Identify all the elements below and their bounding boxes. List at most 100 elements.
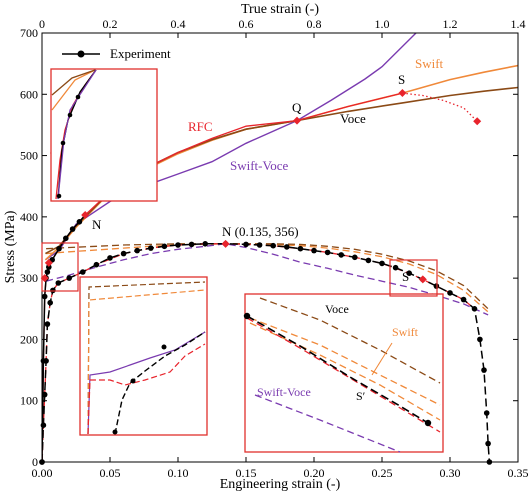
label-n-eng: N (0.135, 356) — [222, 224, 299, 239]
y-axis-label: Stress (MPa) — [3, 210, 18, 283]
y-tick-label: 300 — [20, 271, 38, 285]
inset3-swift-line — [249, 317, 441, 406]
y-tick-label: 200 — [20, 332, 38, 346]
label-s-prime: S′ — [402, 269, 412, 284]
x2-tick-label: 0.6 — [239, 17, 254, 31]
marker-yield-2 — [44, 258, 53, 267]
x-tick-label: 0.35 — [508, 466, 529, 480]
x2-tick-label: 1.4 — [511, 17, 526, 31]
eng-experiment-point — [161, 243, 168, 250]
eng-experiment-point — [284, 244, 290, 250]
eng-experiment-point — [447, 290, 453, 296]
y-tick-label: 0 — [32, 455, 38, 469]
inset3-experiment-point — [424, 419, 432, 427]
inset3-experiment-point — [243, 312, 251, 320]
eng-experiment-point — [80, 269, 86, 275]
true-experiment-point — [40, 358, 47, 364]
x-tick-label: 0.10 — [168, 466, 189, 480]
legend: Experiment — [62, 46, 171, 61]
eng-experiment-point — [311, 247, 317, 254]
marker-s — [398, 89, 407, 98]
marker-s-end — [473, 117, 482, 126]
x2-tick-label: 0.2 — [103, 17, 118, 31]
legend-experiment-marker — [77, 50, 85, 58]
inset1-voce-line — [51, 69, 96, 96]
label-voce: Voce — [340, 111, 366, 126]
x2-tick-label: 0 — [39, 17, 45, 31]
eng-experiment-point — [483, 410, 490, 416]
true-swift-voce-line — [45, 33, 417, 261]
marker-q — [293, 116, 301, 125]
eng-experiment-point — [175, 242, 181, 248]
inset3-experiment-line — [246, 315, 429, 424]
marks — [39, 89, 493, 465]
inset-label-voce: Voce — [325, 302, 349, 316]
eng-experiment-point — [477, 336, 483, 343]
inset2-experiment-line — [114, 331, 206, 435]
eng-experiment-point — [379, 260, 385, 267]
inset1-experiment-point — [56, 193, 62, 199]
inset2-experiment-point — [161, 344, 167, 350]
axis-ticks: 0.00 0.05 0.10 0.15 0.20 0.25 0.30 0.35 0 0.2 0.4 0… — [20, 17, 529, 480]
eng-swift-voce-line — [45, 243, 489, 316]
label-swift-voce: Swift-Voce — [230, 158, 288, 173]
inset2-swift-line — [87, 289, 206, 435]
eng-experiment-point — [55, 280, 62, 286]
label-rfc: RFC — [188, 119, 213, 134]
inset3-swift-2-line — [249, 322, 441, 421]
marker-n-true — [81, 211, 90, 220]
inset3-rfc-line — [246, 317, 441, 433]
eng-experiment-point — [202, 241, 208, 247]
marker-s-prime — [418, 275, 427, 284]
eng-experiment-point — [481, 367, 487, 373]
eng-experiment-point — [41, 391, 48, 398]
true-experiment-point — [56, 245, 62, 252]
true-experiment-point — [69, 226, 76, 232]
inset-true-strain — [50, 68, 158, 202]
eng-experiment-point — [297, 245, 304, 252]
eng-experiment-point — [93, 261, 100, 268]
true-experiment-point — [46, 264, 52, 270]
inset1-experiment-point — [67, 112, 73, 118]
true-experiment-point — [76, 219, 83, 225]
eng-experiment-point — [47, 299, 53, 306]
inset3-swift-pointer — [371, 342, 393, 376]
eng-experiment-point — [66, 275, 72, 281]
y-tick-label: 500 — [20, 149, 38, 163]
zoom-region-necking — [389, 259, 438, 297]
legend-experiment-label: Experiment — [110, 46, 171, 61]
x-tick-label: 0.25 — [372, 466, 393, 480]
y-tick-label: 400 — [20, 210, 38, 224]
inset3-swift-voce-line — [254, 394, 401, 453]
inset1-experiment-point — [60, 140, 66, 146]
inset-yield — [79, 276, 208, 436]
marker-n-eng — [221, 239, 230, 248]
x-tick-label: 0.00 — [32, 466, 53, 480]
marker-yield-1 — [40, 274, 49, 283]
inset-contents — [51, 69, 441, 453]
label-q: Q — [292, 100, 302, 115]
annotations: RFC Swift Voce Swift-Voce Q S N N (0.135… — [92, 56, 444, 403]
inset2-experiment-point — [112, 429, 118, 435]
label-swift: Swift — [415, 56, 444, 71]
eng-experiment-point — [188, 241, 195, 248]
inset-boxes — [41, 68, 444, 453]
x2-tick-label: 0.4 — [171, 17, 186, 31]
y-tick-label: 700 — [20, 26, 38, 40]
inset1-swift-line — [51, 69, 96, 111]
inset-label-swift-voce: Swift-Voce — [257, 385, 311, 399]
eng-experiment-point — [270, 242, 277, 249]
true-experiment-point — [41, 293, 48, 300]
eng-experiment-point — [324, 249, 331, 256]
eng-experiment-point — [392, 264, 399, 271]
x-tick-label: 0.05 — [100, 466, 121, 480]
inset-label-swift: Swift — [392, 325, 419, 339]
eng-experiment-point — [352, 254, 358, 261]
eng-experiment-point — [44, 321, 51, 327]
y-tick-label: 600 — [20, 87, 38, 101]
true-experiment-point — [44, 269, 51, 275]
x-axis-label: Engineering strain (-) — [220, 477, 341, 492]
eng-experiment-point — [120, 250, 127, 257]
eng-experiment-point — [148, 245, 154, 251]
